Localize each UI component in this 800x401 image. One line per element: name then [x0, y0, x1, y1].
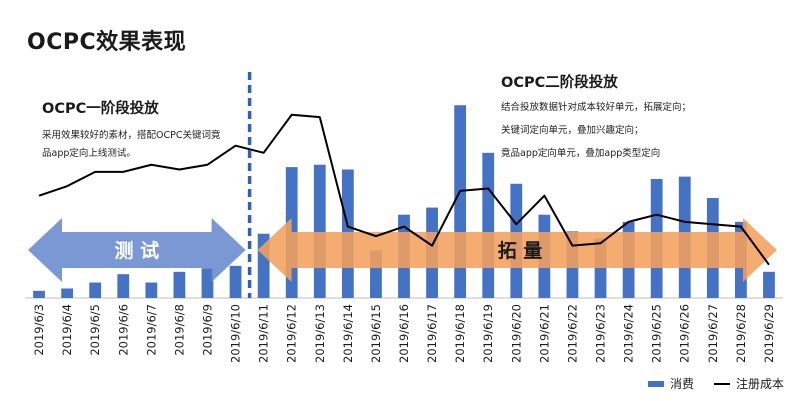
x-tick-label: 2019/6/11 — [257, 304, 271, 363]
x-tick-label: 2019/6/7 — [144, 304, 158, 356]
phase2-line: 关键词定向单元，叠加兴趣定向； — [501, 125, 644, 136]
x-tick-label: 2019/6/24 — [622, 304, 636, 363]
x-tick-label: 2019/6/20 — [509, 304, 523, 363]
legend-item-bar: 消费 — [648, 375, 694, 392]
phase2-line: 结合投放数据针对成本较好单元，拓展定向； — [501, 102, 692, 113]
x-tick-label: 2019/6/19 — [481, 304, 495, 363]
bar — [33, 290, 45, 298]
bar — [257, 233, 270, 298]
page-title: OCPC效果表现 — [27, 30, 187, 55]
phase2-description: 结合投放数据针对成本较好单元，拓展定向； 关键词定向单元，叠加兴趣定向； 竟品a… — [501, 96, 691, 165]
legend-item-line: 注册成本 — [714, 375, 784, 392]
legend-line-swatch — [714, 382, 730, 385]
x-tick-label: 2019/6/15 — [369, 304, 383, 363]
bar — [117, 274, 130, 298]
bar — [173, 271, 186, 298]
phase1-line: 采用效果较好的素材，搭配OCPC关键词竟 — [42, 130, 221, 141]
scale-arrow — [257, 218, 777, 282]
bar — [370, 250, 382, 298]
x-tick-label: 2019/6/9 — [200, 304, 214, 356]
x-tick-label: 2019/6/26 — [678, 304, 692, 363]
x-tick-label: 2019/6/16 — [397, 304, 411, 363]
x-tick-label: 2019/6/14 — [341, 304, 355, 363]
legend-bar-swatch — [648, 380, 664, 387]
x-tick-label: 2019/6/8 — [172, 304, 186, 356]
x-tick-label: 2019/6/28 — [734, 304, 748, 363]
x-tick-label: 2019/6/6 — [116, 304, 130, 356]
x-tick-label: 2019/6/23 — [594, 304, 608, 363]
x-tick-label: 2019/6/22 — [565, 304, 579, 363]
x-tick-label: 2019/6/3 — [32, 304, 46, 356]
bar — [145, 282, 158, 298]
bar — [763, 271, 775, 298]
x-tick-label: 2019/6/17 — [425, 304, 439, 363]
legend-line-label: 注册成本 — [736, 377, 785, 391]
phase1-title: OCPC一阶段投放 — [42, 101, 159, 117]
legend-bar-label: 消费 — [670, 377, 695, 391]
bar — [229, 265, 242, 298]
phase2-line: 竟品app定向单元，叠加app类型定向 — [501, 148, 661, 159]
bar — [454, 105, 467, 298]
x-tick-label: 2019/6/27 — [706, 304, 720, 363]
x-tick-label: 2019/6/4 — [60, 304, 74, 356]
bar — [201, 268, 214, 298]
x-tick-label: 2019/6/29 — [762, 304, 776, 363]
x-tick-label: 2019/6/12 — [285, 304, 299, 363]
x-tick-label: 2019/6/13 — [313, 304, 327, 363]
x-tick-label: 2019/6/10 — [229, 304, 243, 363]
test-arrow — [28, 218, 246, 282]
x-tick-label: 2019/6/18 — [453, 304, 467, 363]
bar — [594, 238, 607, 298]
bar — [482, 152, 495, 298]
phase1-description: 采用效果较好的素材，搭配OCPC关键词竟 品app定向上线测试。 — [42, 124, 220, 165]
x-tick-label: 2019/6/25 — [650, 304, 664, 363]
phase2-title: OCPC二阶段投放 — [501, 75, 618, 91]
scale-arrow-label: 拓 量 — [498, 239, 543, 262]
cost-line — [38, 113, 770, 266]
bar — [89, 282, 102, 298]
x-tick-label: 2019/6/5 — [88, 304, 102, 356]
phase1-line: 品app定向上线测试。 — [42, 148, 136, 159]
bar — [61, 288, 74, 298]
x-tick-label: 2019/6/21 — [537, 304, 551, 363]
test-arrow-label: 测 试 — [114, 240, 159, 262]
bar — [313, 164, 326, 298]
